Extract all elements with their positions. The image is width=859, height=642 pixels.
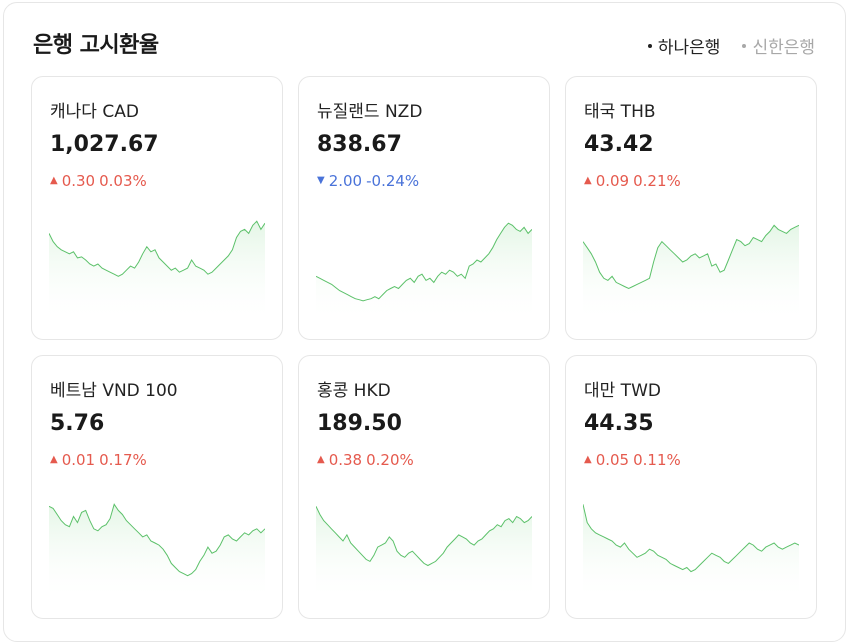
tab-label: 신한은행 [752,38,815,58]
sparkline-line [49,503,265,577]
change-percent: 0.20% [366,451,414,469]
currency-card[interactable]: 캐나다 CAD 1,027.67 ▲ 0.30 0.03% [31,76,283,340]
currency-name: 홍콩 HKD [317,381,391,401]
tab-shinhan-bank[interactable]: 신한은행 [742,33,815,58]
sparkline-area [316,506,532,596]
sparkline-chart [583,504,799,596]
rate-change: ▲ 0.05 0.11% [584,451,681,469]
sparkline-area [583,504,799,596]
currency-card[interactable]: 홍콩 HKD 189.50 ▲ 0.38 0.20% [298,355,550,619]
change-percent: 0.11% [633,451,681,469]
triangle-up-icon: ▲ [50,454,58,465]
sparkline-area [49,504,265,596]
exchange-rate-value: 189.50 [317,411,402,436]
rate-change: ▼ 2.00 -0.24% [317,172,419,190]
rate-change: ▲ 0.38 0.20% [317,451,414,469]
exchange-rate-value: 43.42 [584,132,654,157]
change-amount: 0.01 [61,451,96,469]
sparkline-chart [583,224,799,317]
triangle-up-icon: ▲ [50,175,58,186]
currency-card[interactable]: 태국 THB 43.42 ▲ 0.09 0.21% [565,76,817,340]
change-amount: 0.05 [595,451,630,469]
sparkline-line [316,222,532,302]
change-amount: 0.38 [328,451,363,469]
exchange-rate-value: 5.76 [50,411,105,436]
sparkline-area [583,225,799,317]
sparkline-chart [316,222,532,317]
sparkline-line [583,504,799,573]
triangle-up-icon: ▲ [584,175,592,186]
sparkline-area [49,221,265,317]
triangle-down-icon: ▼ [317,175,325,186]
rate-change: ▲ 0.01 0.17% [50,451,147,469]
rate-change: ▲ 0.09 0.21% [584,172,681,190]
change-percent: -0.24% [366,172,420,190]
currency-name: 뉴질랜드 NZD [317,102,423,122]
bullet-icon [742,43,747,48]
sparkline-area [316,223,532,317]
currency-name: 대만 TWD [584,381,661,401]
currency-name: 캐나다 CAD [50,102,139,122]
sparkline-chart [316,506,532,596]
sparkline-line [316,506,532,567]
exchange-rate-value: 838.67 [317,132,402,157]
sparkline-chart [49,503,265,596]
change-amount: 0.09 [595,172,630,190]
change-amount: 2.00 [328,172,363,190]
currency-card[interactable]: 베트남 VND 100 5.76 ▲ 0.01 0.17% [31,355,283,619]
currency-name: 태국 THB [584,102,656,122]
currency-card[interactable]: 뉴질랜드 NZD 838.67 ▼ 2.00 -0.24% [298,76,550,340]
triangle-up-icon: ▲ [584,454,592,465]
currency-card[interactable]: 대만 TWD 44.35 ▲ 0.05 0.11% [565,355,817,619]
panel-title: 은행 고시환율 [33,33,159,58]
sparkline-line [583,224,799,290]
exchange-rate-value: 44.35 [584,411,654,436]
change-percent: 0.17% [99,451,147,469]
change-amount: 0.30 [61,172,96,190]
bank-tabs: 하나은행 신한은행 [647,33,815,58]
change-percent: 0.21% [633,172,681,190]
tab-label: 하나은행 [657,38,721,58]
sparkline-chart [49,220,265,317]
exchange-rate-value: 1,027.67 [50,132,159,157]
triangle-up-icon: ▲ [317,454,325,465]
tab-hana-bank[interactable]: 하나은행 [647,33,721,58]
currency-name: 베트남 VND 100 [50,381,178,401]
sparkline-line [49,220,265,277]
rate-change: ▲ 0.30 0.03% [50,172,147,190]
bullet-icon [647,43,652,48]
change-percent: 0.03% [99,172,147,190]
